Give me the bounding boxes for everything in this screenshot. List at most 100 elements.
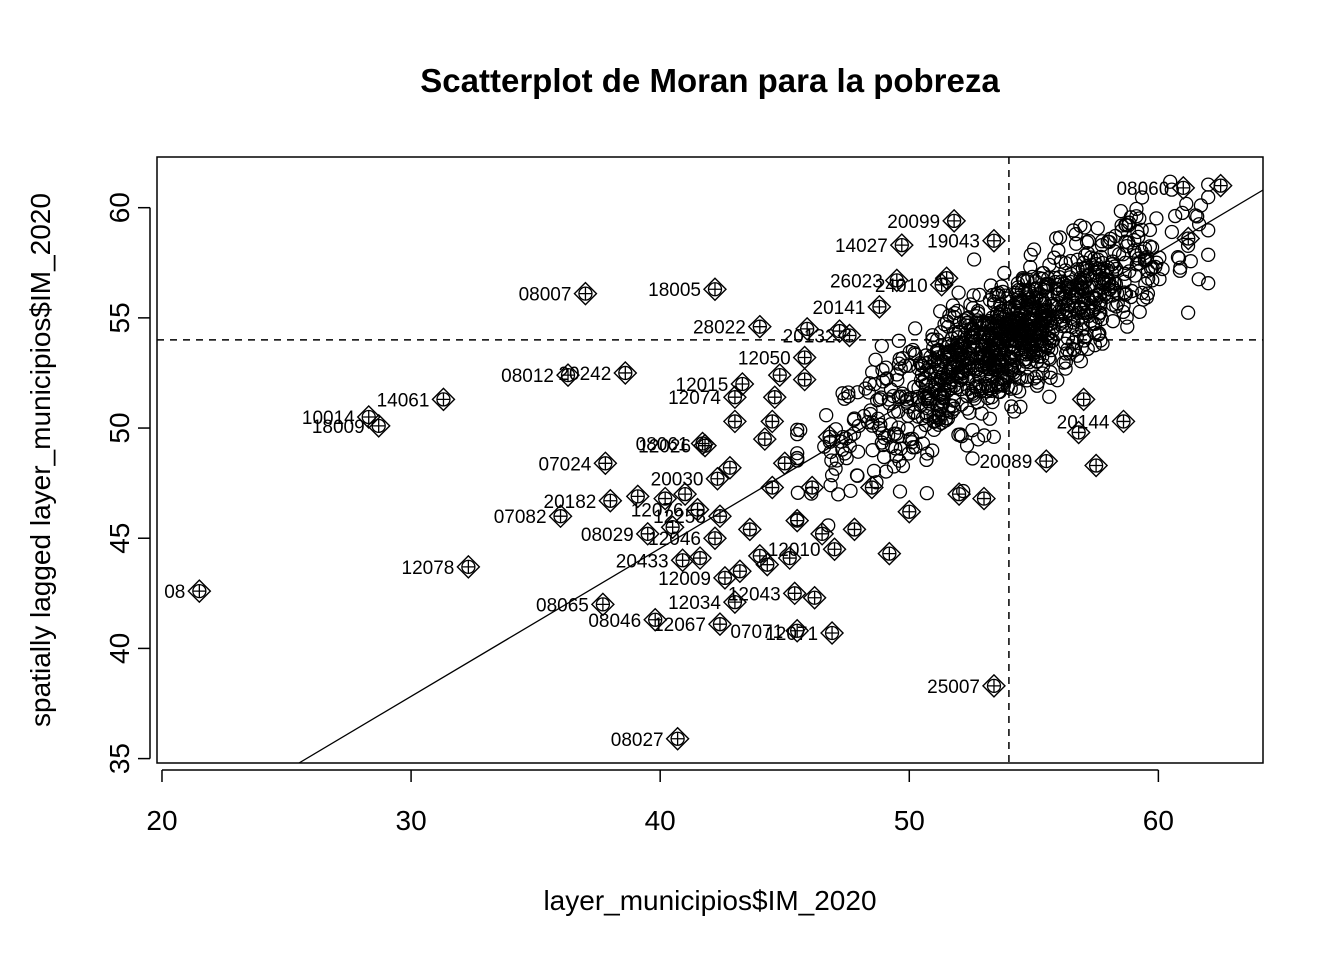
influential-point [685, 497, 710, 522]
point-label: 12026 [638, 437, 691, 458]
point-label: 20144 [1057, 412, 1110, 433]
data-point [1140, 286, 1156, 301]
influential-point [1171, 175, 1196, 200]
data-point [819, 408, 834, 423]
data-point [1020, 369, 1035, 384]
point-label: 08060 [1116, 179, 1169, 200]
influential-point [653, 486, 678, 511]
data-point [1149, 211, 1164, 226]
influential-point [897, 499, 922, 524]
data-point [892, 484, 908, 499]
data-point [1026, 302, 1041, 318]
data-point [1085, 289, 1100, 305]
data-point [1043, 370, 1058, 385]
data-point [1038, 312, 1053, 327]
data-point [897, 358, 913, 374]
influential-point [625, 484, 650, 509]
x-tick-label: 40 [645, 805, 676, 836]
data-point [1070, 261, 1085, 277]
data-point [1052, 270, 1067, 285]
influential-point [356, 405, 381, 430]
x-axis-label: layer_municipios$IM_2020 [543, 885, 876, 916]
data-point [982, 411, 998, 426]
data-point [823, 478, 838, 493]
data-point [951, 427, 966, 442]
data-point [1190, 209, 1205, 224]
point-label: 26023 [830, 271, 883, 292]
data-point [893, 441, 908, 456]
influential-point [762, 385, 787, 410]
influential-point [722, 590, 747, 615]
data-point [1041, 271, 1056, 286]
data-point [1201, 276, 1216, 291]
data-point [1107, 276, 1122, 291]
data-point [1073, 299, 1088, 315]
point-label: 20089 [979, 452, 1032, 473]
data-point [1029, 378, 1045, 393]
data-point [850, 444, 866, 459]
data-point [1020, 272, 1035, 287]
point-label: 07024 [539, 454, 592, 475]
data-point [865, 443, 880, 458]
data-point [1058, 255, 1073, 271]
data-point [1012, 384, 1027, 399]
data-point [1090, 220, 1105, 236]
data-point [929, 343, 945, 358]
point-label: 12050 [738, 349, 791, 370]
data-point [933, 325, 949, 340]
influential-point [665, 726, 690, 751]
point-label: 12043 [728, 584, 781, 605]
data-point [1131, 229, 1146, 245]
chart-title: Scatterplot de Moran para la pobreza [420, 62, 1000, 99]
axes: 20 30 40 50 60 35 40 45 50 55 60 [104, 192, 1174, 836]
data-point [962, 318, 977, 333]
x-tick-label: 50 [894, 805, 925, 836]
data-point [937, 317, 952, 332]
regression-line [298, 189, 1263, 763]
data-point [1131, 251, 1146, 266]
y-tick-label: 50 [104, 412, 135, 443]
data-point [846, 426, 862, 441]
point-label: 12009 [658, 569, 711, 590]
data-point [1065, 281, 1080, 296]
data-point [1164, 182, 1179, 197]
point-label: 25007 [927, 677, 980, 698]
data-point-cloud [790, 174, 1216, 533]
data-point [917, 370, 933, 385]
data-point [935, 394, 950, 409]
influential-point [737, 517, 762, 542]
influential-point [590, 592, 615, 617]
data-point [1114, 223, 1129, 238]
influential-point [800, 475, 825, 500]
data-point [1110, 296, 1125, 311]
x-tick-label: 30 [396, 805, 427, 836]
data-point [1026, 242, 1042, 257]
data-point [1175, 205, 1190, 221]
data-point [1130, 224, 1145, 240]
data-point [907, 346, 922, 361]
data-point [997, 265, 1012, 281]
data-point [1099, 289, 1114, 304]
data-point [1010, 320, 1025, 336]
influential-point [593, 451, 618, 476]
data-point [1163, 174, 1178, 189]
point-label: 07071 [730, 622, 783, 643]
influential-point [785, 508, 810, 533]
data-point [1077, 220, 1092, 235]
point-label: 18005 [648, 280, 701, 301]
x-tick-label: 20 [146, 805, 177, 836]
data-point [1015, 338, 1031, 353]
point-label: 14027 [835, 236, 888, 257]
data-point [1117, 285, 1132, 300]
data-point [1132, 211, 1147, 226]
influential-point [702, 277, 727, 302]
y-tick-label: 55 [104, 302, 135, 333]
influential-point [877, 541, 902, 566]
data-point [1062, 346, 1077, 361]
data-point [1120, 319, 1135, 334]
point-label: 20099 [887, 212, 940, 233]
data-point [1139, 252, 1154, 267]
data-point [1028, 281, 1044, 296]
